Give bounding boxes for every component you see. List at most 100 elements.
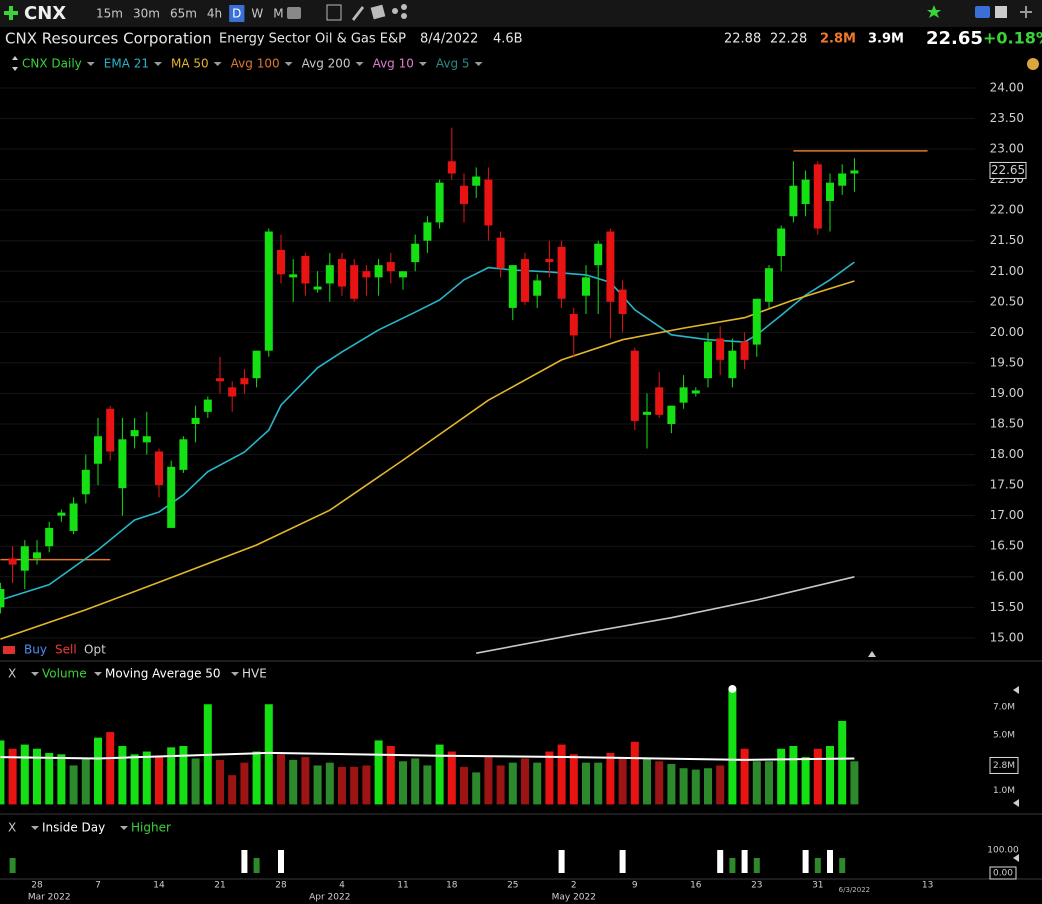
volume-bar xyxy=(277,754,285,805)
volume-bar xyxy=(264,704,273,805)
trade-button[interactable]: Buy xyxy=(24,643,47,657)
panel-dropdown[interactable] xyxy=(31,826,39,830)
legend-item[interactable]: Avg 200 xyxy=(302,57,351,71)
volume-bar xyxy=(691,769,700,805)
indicator-bar xyxy=(241,850,248,873)
palette-icon[interactable] xyxy=(1027,58,1039,70)
scroll-marker[interactable] xyxy=(868,651,876,657)
scale-marker[interactable] xyxy=(1013,854,1019,862)
tv-icon[interactable] xyxy=(287,7,301,19)
volume-bar xyxy=(606,752,615,805)
star-icon[interactable] xyxy=(927,5,941,18)
legend-item[interactable]: MA 50 xyxy=(171,57,209,71)
volume-bar xyxy=(0,740,5,805)
market-cap: 4.6B xyxy=(493,32,523,47)
candle-body xyxy=(850,170,859,174)
s-icon[interactable] xyxy=(975,6,990,18)
candle-body xyxy=(81,469,90,495)
legend-item[interactable]: Avg 100 xyxy=(231,57,280,71)
volume-bar xyxy=(216,759,224,805)
volume-bar xyxy=(813,748,822,805)
scale-marker[interactable] xyxy=(1013,686,1019,694)
volume-bar xyxy=(667,764,676,805)
panel-close[interactable]: X xyxy=(8,667,16,681)
toolbar xyxy=(0,0,1042,27)
candle-body xyxy=(594,243,603,266)
candle-body xyxy=(826,182,834,201)
day-high: 22.88 xyxy=(724,32,761,47)
legend-dropdown[interactable] xyxy=(418,62,427,66)
panel-dropdown[interactable] xyxy=(120,826,128,830)
panel-dropdown[interactable] xyxy=(31,672,39,676)
candle-body xyxy=(277,249,285,275)
indicator-bar xyxy=(717,850,724,873)
candle-body xyxy=(264,231,273,351)
interval-button[interactable]: W xyxy=(251,7,263,21)
candle-body xyxy=(582,277,590,296)
panel-dropdown[interactable] xyxy=(94,672,102,676)
interval-button[interactable]: M xyxy=(273,7,283,21)
y-tick-label: 23.00 xyxy=(990,142,1024,156)
volume-bar xyxy=(618,758,627,805)
volume-label-box xyxy=(989,756,1019,774)
candle-body xyxy=(496,237,505,269)
volume-bar xyxy=(362,765,371,805)
share-icon[interactable] xyxy=(392,8,398,14)
legend-dropdown[interactable] xyxy=(355,62,364,66)
y-tick-label: 20.50 xyxy=(990,294,1024,308)
candle-body xyxy=(399,271,407,278)
notes-icon[interactable] xyxy=(370,4,386,20)
panel-label[interactable]: Higher xyxy=(131,821,171,835)
indicator-bar xyxy=(753,858,760,873)
panel-label[interactable]: HVE xyxy=(242,667,267,681)
legend-item[interactable]: CNX Daily xyxy=(22,57,82,71)
move-icon[interactable] xyxy=(1020,6,1032,18)
volume-bar xyxy=(557,744,566,805)
volume-bar xyxy=(45,752,54,805)
candle-body xyxy=(435,182,444,223)
panel-label[interactable]: Moving Average 50 xyxy=(105,667,221,681)
sector: Energy Sector xyxy=(219,32,311,47)
trade-button[interactable]: Opt xyxy=(84,643,106,657)
last-price-label: 22.65 xyxy=(991,163,1025,177)
trade-button[interactable]: Sell xyxy=(55,643,77,657)
avg-volume: 3.9M xyxy=(868,32,904,47)
interval-button[interactable]: 15m xyxy=(96,7,123,21)
volume-bar xyxy=(423,765,432,805)
volume-bar xyxy=(374,740,383,805)
x-tick-label: 18 xyxy=(446,881,458,891)
candle-body xyxy=(801,179,810,205)
legend-dropdown[interactable] xyxy=(474,62,483,66)
legend-dropdown[interactable] xyxy=(154,62,162,66)
indicator-bar xyxy=(814,858,821,873)
y-tick-label: 15.50 xyxy=(990,600,1024,614)
candle-body xyxy=(789,185,798,217)
legend-item[interactable]: Avg 5 xyxy=(436,57,470,71)
legend-dropdown[interactable] xyxy=(284,62,293,66)
panel-label[interactable]: Volume xyxy=(42,667,87,681)
trade-icon[interactable] xyxy=(3,646,15,654)
indicator-bar xyxy=(802,850,809,873)
volume-bar xyxy=(472,772,481,805)
save-icon[interactable] xyxy=(995,6,1007,18)
interval-button[interactable]: 65m xyxy=(170,7,197,21)
draw-icon[interactable] xyxy=(352,6,364,21)
interval-button[interactable]: 30m xyxy=(133,7,160,21)
add-icon[interactable] xyxy=(4,6,18,20)
legend-dropdown[interactable] xyxy=(213,62,222,66)
interval-button[interactable]: D xyxy=(232,7,241,21)
candle-body xyxy=(679,387,688,403)
interval-button[interactable]: 4h xyxy=(207,7,222,21)
panel-label[interactable]: Inside Day xyxy=(42,821,105,835)
x-tick-label: 31 xyxy=(812,881,823,891)
legend-dropdown[interactable] xyxy=(86,62,95,66)
legend-item[interactable]: EMA 21 xyxy=(104,57,149,71)
panel-close[interactable]: X xyxy=(8,821,16,835)
candle-body xyxy=(521,259,529,302)
candle-body xyxy=(472,176,481,186)
scale-marker[interactable] xyxy=(1013,799,1019,807)
legend-item[interactable]: Avg 10 xyxy=(373,57,414,71)
calc-icon[interactable] xyxy=(326,4,342,21)
x-tick-label: 7 xyxy=(95,881,101,891)
panel-dropdown[interactable] xyxy=(231,672,239,676)
